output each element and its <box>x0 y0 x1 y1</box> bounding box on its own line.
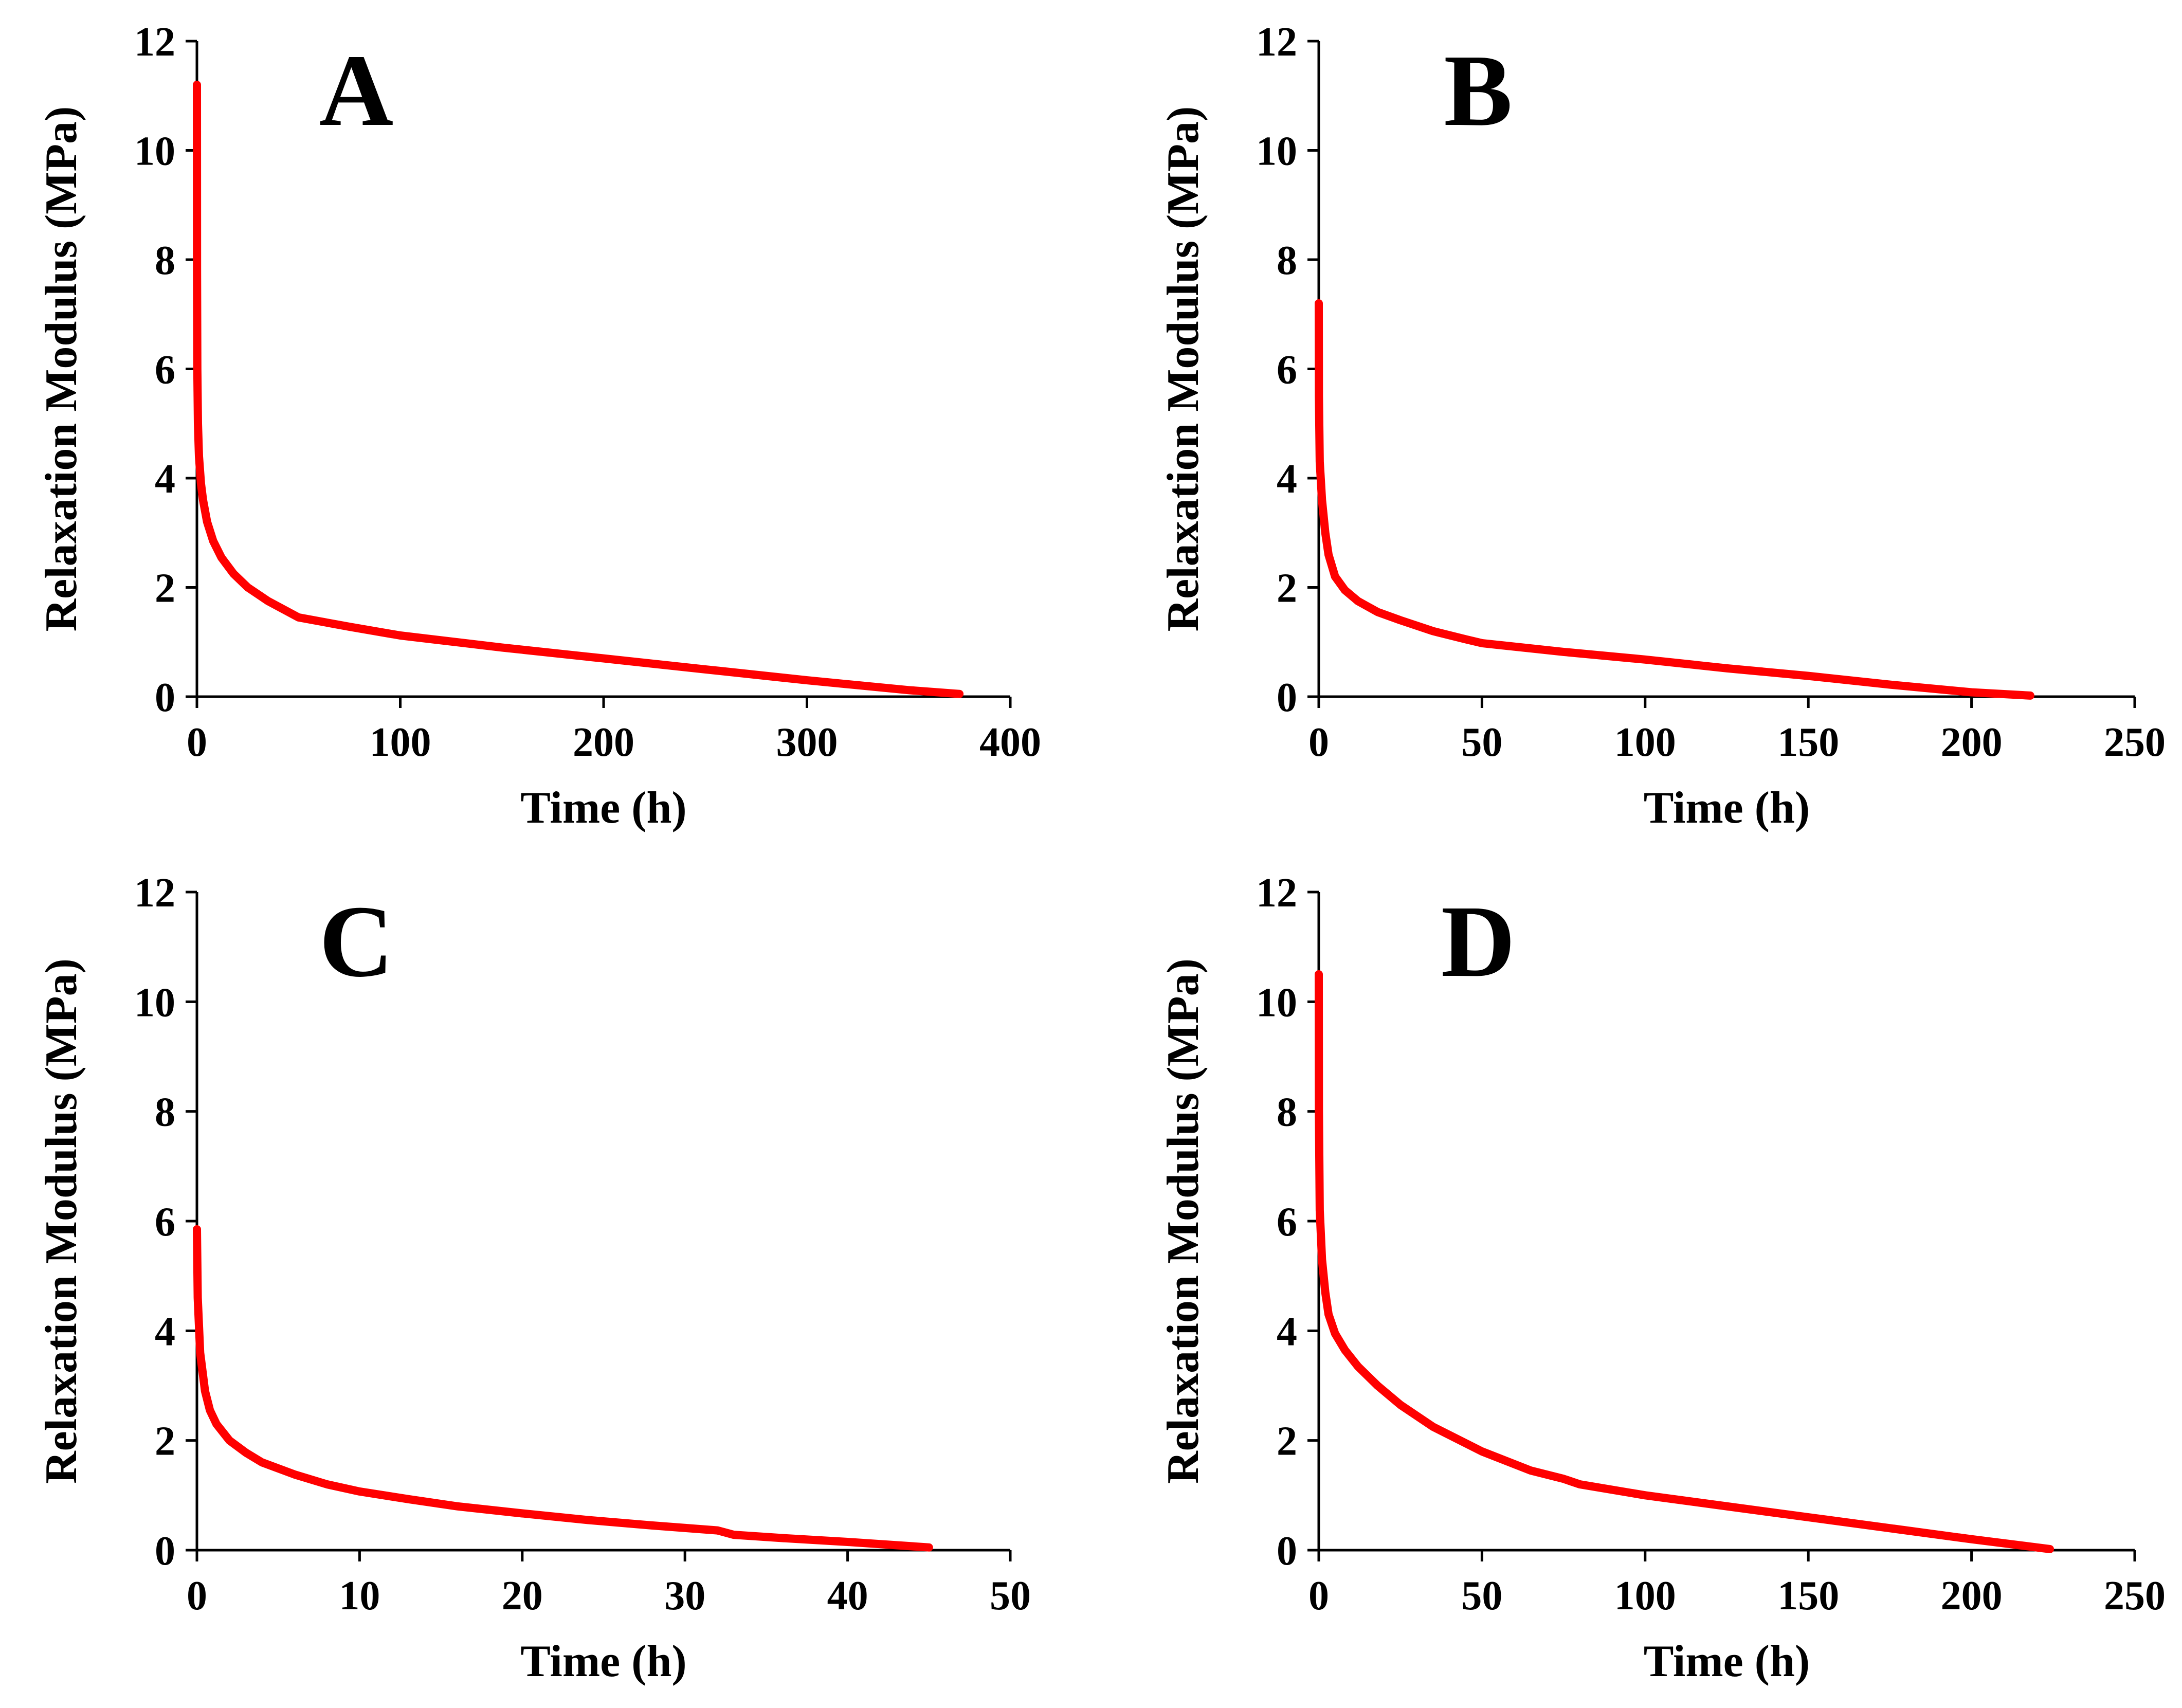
y-tick-label-d: 8 <box>1277 1090 1297 1135</box>
x-tick-label-c: 50 <box>990 1573 1031 1619</box>
panel-c: 0 2 4 6 8 10 12 0 10 20 30 40 50 Time (h) Relaxation M… <box>37 870 1031 1686</box>
y-tick-label-b: 12 <box>1256 20 1297 65</box>
y-axis-title-c: Relaxation Modulus (MPa) <box>37 958 86 1484</box>
y-tick-label-d: 6 <box>1277 1200 1297 1245</box>
y-tick-label-d: 0 <box>1277 1529 1297 1574</box>
y-axis-title-d: Relaxation Modulus (MPa) <box>1158 958 1208 1484</box>
x-tick-label-a: 100 <box>370 720 431 765</box>
y-tick-label-b: 8 <box>1277 238 1297 283</box>
x-axis-title-a: Time (h) <box>520 783 686 833</box>
x-tick-label-b: 100 <box>1614 720 1676 765</box>
y-tick-label-b: 10 <box>1256 129 1297 174</box>
y-tick-label-d: 12 <box>1256 870 1297 916</box>
x-tick-label-d: 50 <box>1461 1573 1502 1619</box>
y-tick-label-c: 6 <box>155 1200 175 1245</box>
y-tick-label-c: 2 <box>155 1419 175 1464</box>
x-axis-title-d: Time (h) <box>1644 1637 1810 1686</box>
x-tick-label-a: 300 <box>776 720 838 765</box>
y-tick-label-c: 4 <box>155 1309 175 1354</box>
y-tick-label-a: 6 <box>155 348 175 393</box>
series-line-b <box>1315 299 2034 700</box>
y-tick-label-d: 4 <box>1277 1309 1297 1354</box>
panel-b: 0 2 4 6 8 10 12 0 50 100 150 200 250 Time (h) Relaxati… <box>1158 20 2166 833</box>
y-tick-label-a: 12 <box>134 20 175 65</box>
x-tick-label-a: 400 <box>979 720 1041 765</box>
panel-d: 0 2 4 6 8 10 12 0 50 100 150 200 250 Time (h) Relaxati… <box>1158 870 2166 1686</box>
x-tick-label-c: 20 <box>502 1573 543 1619</box>
panel-letter-c: C <box>319 885 393 998</box>
x-axis-title-b: Time (h) <box>1644 783 1810 833</box>
y-tick-label-b: 0 <box>1277 675 1297 720</box>
y-tick-label-d: 2 <box>1277 1419 1297 1464</box>
panel-a: 0 2 4 6 8 10 12 0 100 200 300 400 Time (h) Relaxation… <box>37 20 1041 833</box>
y-tick-label-a: 2 <box>155 566 175 611</box>
x-axis-title-c: Time (h) <box>520 1637 686 1686</box>
y-tick-label-a: 4 <box>155 457 175 502</box>
y-tick-label-c: 10 <box>134 980 175 1025</box>
x-tick-label-c: 0 <box>187 1573 207 1619</box>
x-tick-label-d: 200 <box>1941 1573 2003 1619</box>
y-tick-label-d: 10 <box>1256 980 1297 1025</box>
x-tick-label-b: 150 <box>1777 720 1839 765</box>
x-tick-label-d: 150 <box>1777 1573 1839 1619</box>
y-tick-label-a: 10 <box>134 129 175 174</box>
x-tick-label-b: 200 <box>1941 720 2003 765</box>
x-tick-label-b: 0 <box>1308 720 1329 765</box>
series-line-d <box>1315 970 2054 1553</box>
x-tick-label-b: 250 <box>2104 720 2166 765</box>
x-tick-label-d: 250 <box>2104 1573 2166 1619</box>
x-tick-label-c: 10 <box>339 1573 380 1619</box>
y-axis-title-a: Relaxation Modulus (MPa) <box>37 106 86 632</box>
x-tick-label-c: 40 <box>827 1573 868 1619</box>
y-axis-title-b: Relaxation Modulus (MPa) <box>1158 106 1208 632</box>
y-tick-label-b: 6 <box>1277 348 1297 393</box>
y-tick-label-b: 4 <box>1277 457 1297 502</box>
series-line-a <box>193 81 964 698</box>
x-tick-label-c: 30 <box>664 1573 705 1619</box>
x-tick-label-b: 50 <box>1461 720 1502 765</box>
series-line-c <box>193 1225 933 1552</box>
y-tick-label-c: 0 <box>155 1529 175 1574</box>
x-tick-label-d: 100 <box>1614 1573 1676 1619</box>
x-tick-label-a: 200 <box>573 720 634 765</box>
panel-letter-a: A <box>319 34 393 148</box>
panel-letter-d: D <box>1441 885 1515 998</box>
x-tick-label-d: 0 <box>1308 1573 1329 1619</box>
y-tick-label-b: 2 <box>1277 566 1297 611</box>
y-tick-label-c: 12 <box>134 870 175 916</box>
y-tick-label-a: 0 <box>155 675 175 720</box>
y-tick-label-c: 8 <box>155 1090 175 1135</box>
panel-letter-b: B <box>1444 34 1512 148</box>
y-tick-label-a: 8 <box>155 238 175 283</box>
x-tick-label-a: 0 <box>187 720 207 765</box>
